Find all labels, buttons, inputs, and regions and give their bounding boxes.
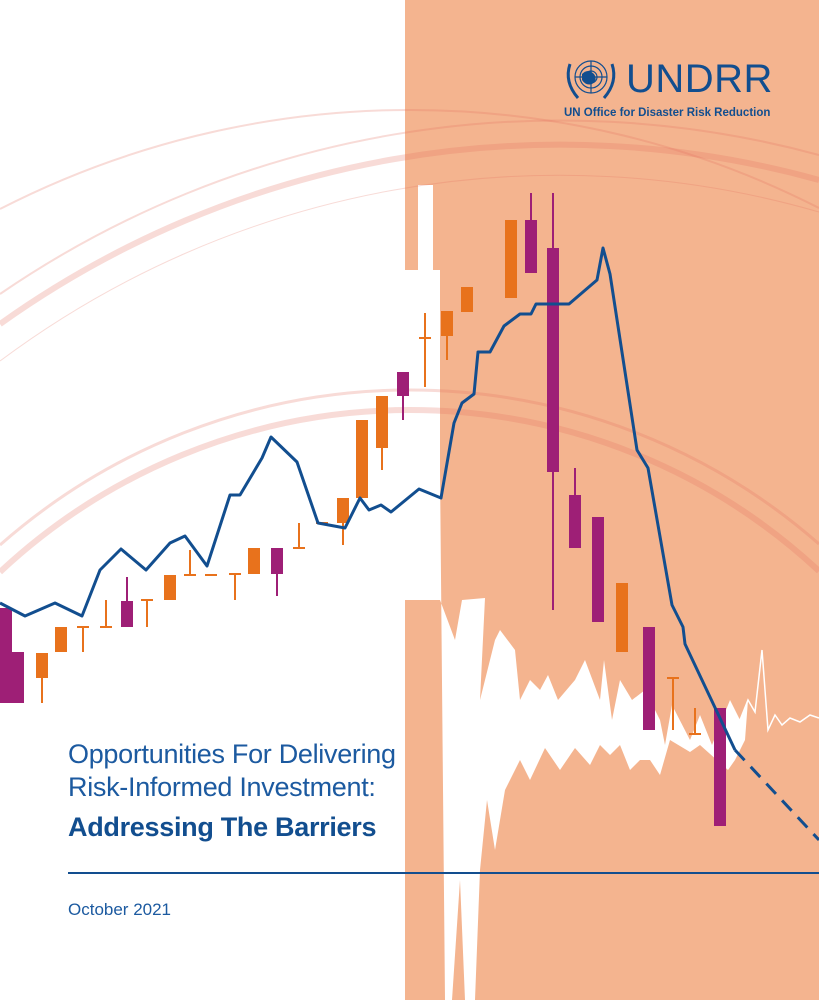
un-emblem-icon <box>566 60 616 99</box>
candle-body <box>547 248 559 472</box>
title-line-1: Opportunities For Delivering <box>68 739 396 769</box>
ring-arc <box>0 407 819 575</box>
decorative-rings <box>0 109 819 575</box>
trend-line <box>0 246 737 751</box>
candle-body <box>100 626 112 628</box>
candle-body <box>667 677 679 679</box>
candle-body <box>0 608 12 703</box>
report-title: Opportunities For Delivering Risk-Inform… <box>68 738 396 844</box>
candle-body <box>616 583 628 652</box>
candle-body <box>356 420 368 498</box>
title-line-2: Risk-Informed Investment: <box>68 772 376 802</box>
trend-line-projection <box>733 748 819 842</box>
candle-body <box>12 652 24 703</box>
logo-wordmark: UNDRR <box>626 57 773 101</box>
candle-body <box>77 626 89 628</box>
candle-body <box>505 220 517 298</box>
candle-body <box>36 653 48 678</box>
candle-body <box>525 220 537 273</box>
candle-body <box>397 372 409 396</box>
candlestick-series <box>0 193 726 826</box>
candle-body <box>419 337 431 339</box>
candle-body <box>55 627 67 652</box>
candle-body <box>689 733 701 735</box>
ring-arc <box>0 119 819 295</box>
candle-body <box>121 601 133 627</box>
candle-body <box>461 287 473 312</box>
candle-body <box>592 517 604 622</box>
candle-body <box>205 574 217 576</box>
ring-arc <box>0 141 819 327</box>
ring-arc <box>0 388 819 547</box>
white-waveform <box>405 470 748 1000</box>
thin-waveform <box>739 649 819 733</box>
divider <box>68 872 819 874</box>
candle-body <box>441 311 453 336</box>
candle-body <box>229 573 241 575</box>
candle-body <box>569 495 581 548</box>
white-spike <box>405 270 440 475</box>
publication-date: October 2021 <box>68 900 172 919</box>
title-subtitle: Addressing The Barriers <box>68 812 377 842</box>
ring-arc <box>0 174 819 362</box>
candle-body <box>271 548 283 574</box>
logo-subtitle: UN Office for Disaster Risk Reduction <box>564 107 771 119</box>
candle-body <box>184 574 196 576</box>
candle-body <box>293 547 305 549</box>
candle-body <box>248 548 260 574</box>
candle-body <box>141 599 153 601</box>
candle-body <box>164 575 176 600</box>
undrr-logo: UNDRR UN Office for Disaster Risk Reduct… <box>562 52 772 122</box>
candle-body <box>376 396 388 448</box>
candle-body <box>714 708 726 826</box>
candle-body <box>643 627 655 730</box>
ring-arc <box>0 109 819 210</box>
candle-body <box>337 498 349 523</box>
